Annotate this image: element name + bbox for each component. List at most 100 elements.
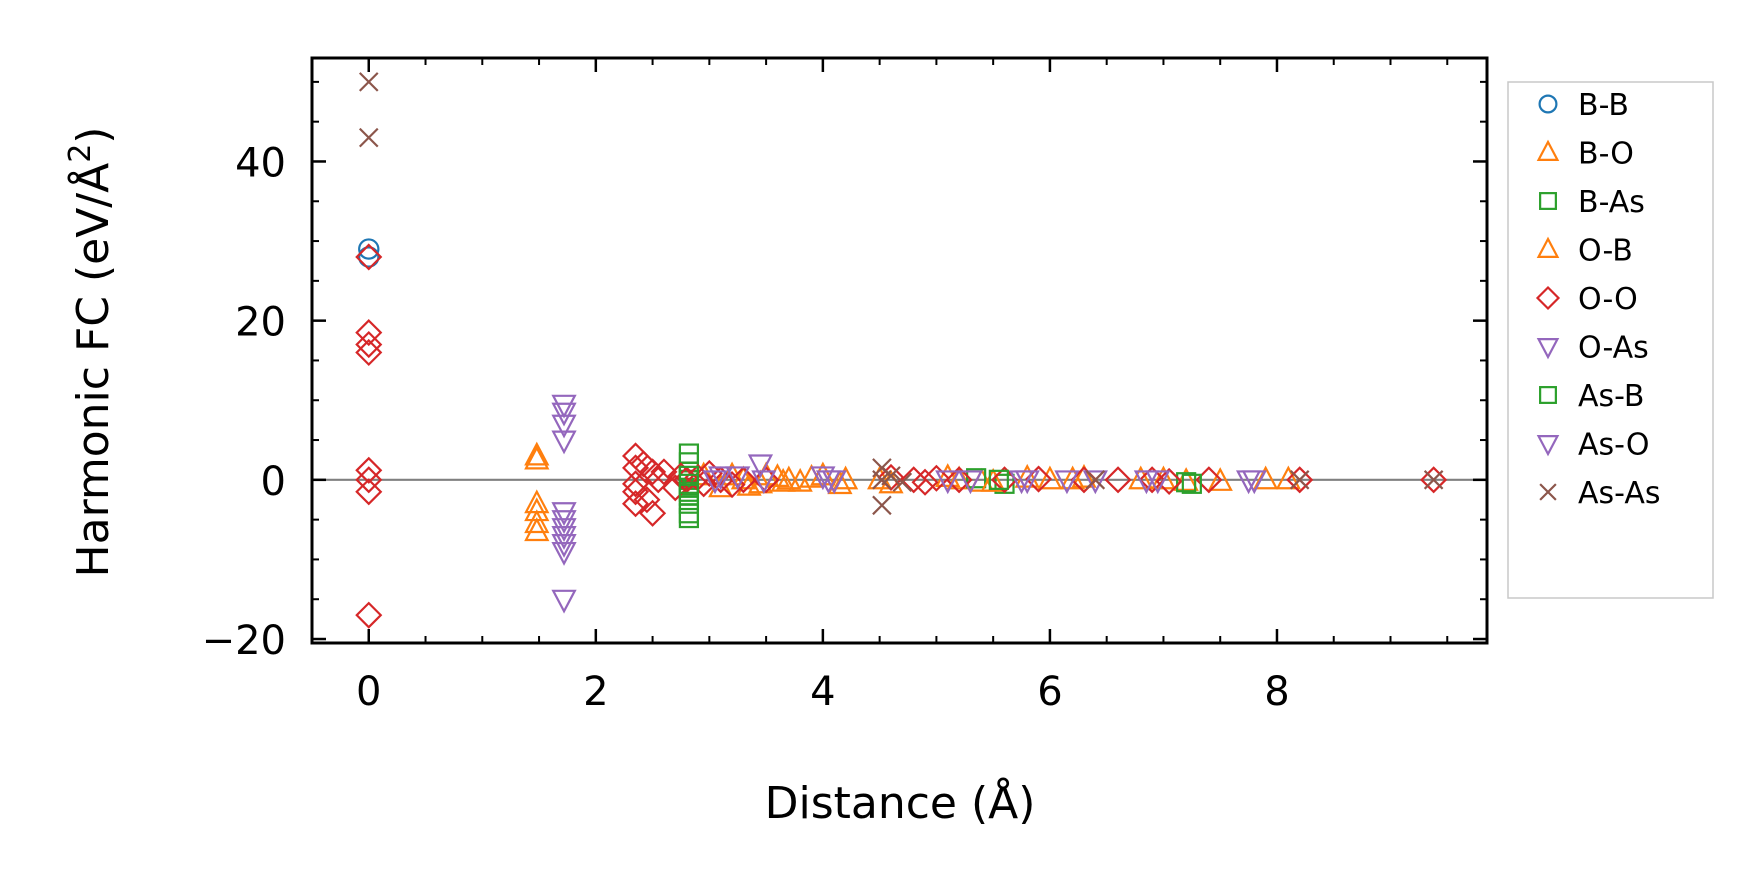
legend-label-as-as: As-As — [1578, 476, 1660, 511]
point-as-as — [872, 495, 892, 516]
point-o-as — [551, 518, 577, 542]
point-as-o — [551, 534, 577, 558]
point-o-o — [633, 486, 661, 514]
point-o-b — [1275, 465, 1301, 490]
legend-marker-b-o — [1536, 139, 1560, 161]
point-as-b — [678, 481, 700, 502]
legend-marker-o-o — [1535, 285, 1561, 311]
point-b-o — [787, 467, 813, 492]
point-o-o — [621, 490, 650, 518]
point-as-o — [751, 470, 777, 495]
y-tick-label: 0 — [261, 459, 286, 505]
point-b-o — [524, 509, 550, 534]
legend: B-B B-O B-As O-B O-O O-As As-B As-O As-As — [1507, 81, 1714, 599]
y-axis-label-close: ) — [68, 127, 119, 144]
legend-marker-b-as — [1539, 192, 1557, 210]
point-as-o — [1241, 470, 1267, 495]
point-b-o — [524, 441, 550, 466]
point-as-as — [1423, 470, 1444, 490]
point-o-as — [551, 541, 577, 566]
point-o-o — [695, 459, 723, 488]
point-o-o — [911, 468, 939, 496]
point-b-b — [358, 238, 380, 260]
point-o-as — [551, 589, 577, 614]
point-as-o — [935, 470, 961, 495]
point-as-as — [1085, 470, 1106, 490]
legend-label-o-as: O-As — [1578, 331, 1649, 366]
point-b-o — [1014, 463, 1040, 488]
point-o-o — [355, 456, 383, 484]
point-as-o — [702, 470, 728, 495]
point-b-b — [358, 246, 380, 268]
legend-marker-as-as — [1539, 483, 1557, 501]
point-as-o — [821, 470, 847, 495]
legend-label-as-o: As-O — [1578, 428, 1649, 463]
legend-marker-b-b — [1538, 94, 1558, 114]
y-tick-label: −20 — [202, 618, 286, 664]
point-o-b — [1037, 465, 1063, 490]
point-o-as — [708, 466, 734, 491]
point-as-o — [1008, 470, 1035, 495]
point-as-as — [358, 127, 379, 148]
point-o-as — [551, 502, 577, 527]
point-as-b — [1181, 473, 1202, 494]
point-o-o — [945, 466, 973, 494]
legend-label-b-as: B-As — [1578, 185, 1645, 220]
point-b-o — [776, 465, 802, 490]
point-b-o — [810, 461, 836, 486]
axis-ticks — [311, 58, 1487, 643]
legend-marker-o-b — [1536, 236, 1560, 258]
y-axis-label-main: Harmonic FC (eV/Å — [66, 163, 119, 578]
legend-label-o-o: O-O — [1578, 282, 1638, 317]
point-as-o — [1145, 470, 1171, 495]
point-o-o — [355, 330, 383, 359]
point-o-o — [1155, 467, 1183, 495]
y-axis-label-superscript: 2 — [63, 144, 98, 163]
point-o-as — [551, 430, 577, 455]
x-tick-label: 0 — [356, 669, 381, 715]
point-as-o — [810, 466, 836, 491]
x-tick-label: 6 — [1037, 669, 1062, 715]
legend-marker-o-as — [1536, 338, 1560, 360]
point-o-o — [690, 470, 718, 498]
point-o-o — [621, 470, 650, 498]
point-o-o — [355, 338, 383, 367]
point-b-o — [524, 445, 550, 470]
x-axis-label: Distance (Å) — [765, 776, 1036, 829]
point-b-as — [678, 507, 700, 529]
point-o-o — [355, 243, 383, 271]
point-o-o — [621, 478, 650, 506]
point-o-o — [639, 499, 667, 527]
point-b-as — [966, 468, 987, 489]
legend-label-o-b: O-B — [1578, 234, 1633, 269]
point-as-as — [892, 472, 913, 493]
x-tick-label: 8 — [1264, 669, 1289, 715]
point-as-as — [881, 466, 901, 486]
data-markers — [355, 72, 1448, 629]
legend-marker-as-o — [1536, 435, 1560, 457]
point-o-o — [900, 466, 928, 494]
point-o-o — [355, 601, 383, 629]
point-o-o — [729, 466, 757, 494]
legend-label-b-o: B-O — [1578, 137, 1634, 172]
point-o-b — [980, 467, 1006, 492]
point-o-as — [957, 470, 984, 495]
legend-label-as-b: As-B — [1578, 379, 1645, 414]
point-o-b — [935, 463, 961, 487]
point-o-o — [355, 478, 383, 506]
point-as-o — [725, 466, 751, 491]
point-o-o — [1420, 466, 1448, 494]
point-o-as — [1054, 470, 1080, 495]
point-o-as — [551, 526, 577, 550]
point-o-o — [355, 466, 383, 494]
point-as-o — [1082, 470, 1108, 495]
point-o-o — [1138, 466, 1166, 494]
point-o-o — [877, 463, 905, 492]
point-b-as — [1176, 472, 1197, 493]
point-o-as — [551, 414, 577, 439]
point-as-as — [358, 72, 379, 92]
point-o-o — [752, 466, 780, 494]
point-o-as — [747, 454, 774, 479]
y-axis-label: Harmonic FC (eV/Å2) — [63, 127, 119, 578]
